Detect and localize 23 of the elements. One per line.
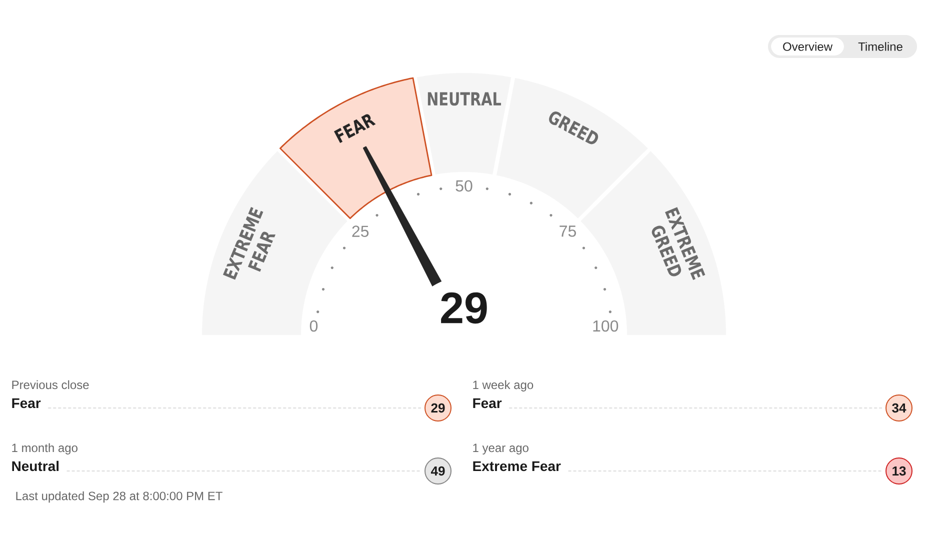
slice-label: NEUTRAL bbox=[428, 92, 502, 106]
data-label: 29 bbox=[431, 403, 445, 413]
text: 0 bbox=[310, 320, 318, 332]
data-label: 49 bbox=[430, 466, 445, 476]
text: Last updated Sep 28 at 8:00:00 PM ET bbox=[16, 491, 222, 503]
category-label: Extreme Fear bbox=[473, 461, 561, 472]
data-label: 34 bbox=[892, 403, 906, 413]
category-label: 1 year ago bbox=[473, 444, 528, 454]
category-label: 1 month ago bbox=[12, 443, 78, 454]
text: 75 bbox=[560, 226, 576, 237]
category-label: 1 week ago bbox=[473, 380, 534, 392]
text: 50 bbox=[456, 180, 472, 192]
text: 29 bbox=[441, 292, 487, 324]
data-label: 13 bbox=[892, 466, 906, 476]
text: 25 bbox=[352, 226, 369, 237]
category-label: Overview bbox=[783, 42, 833, 51]
category-label: Fear bbox=[473, 398, 502, 408]
category-label: Previous close bbox=[12, 380, 89, 390]
slice-label: FEAR bbox=[334, 114, 376, 143]
category-label: Fear bbox=[12, 398, 41, 408]
text: 100 bbox=[593, 320, 618, 332]
category-label: Timeline bbox=[858, 42, 902, 51]
category-label: Neutral bbox=[12, 460, 59, 472]
